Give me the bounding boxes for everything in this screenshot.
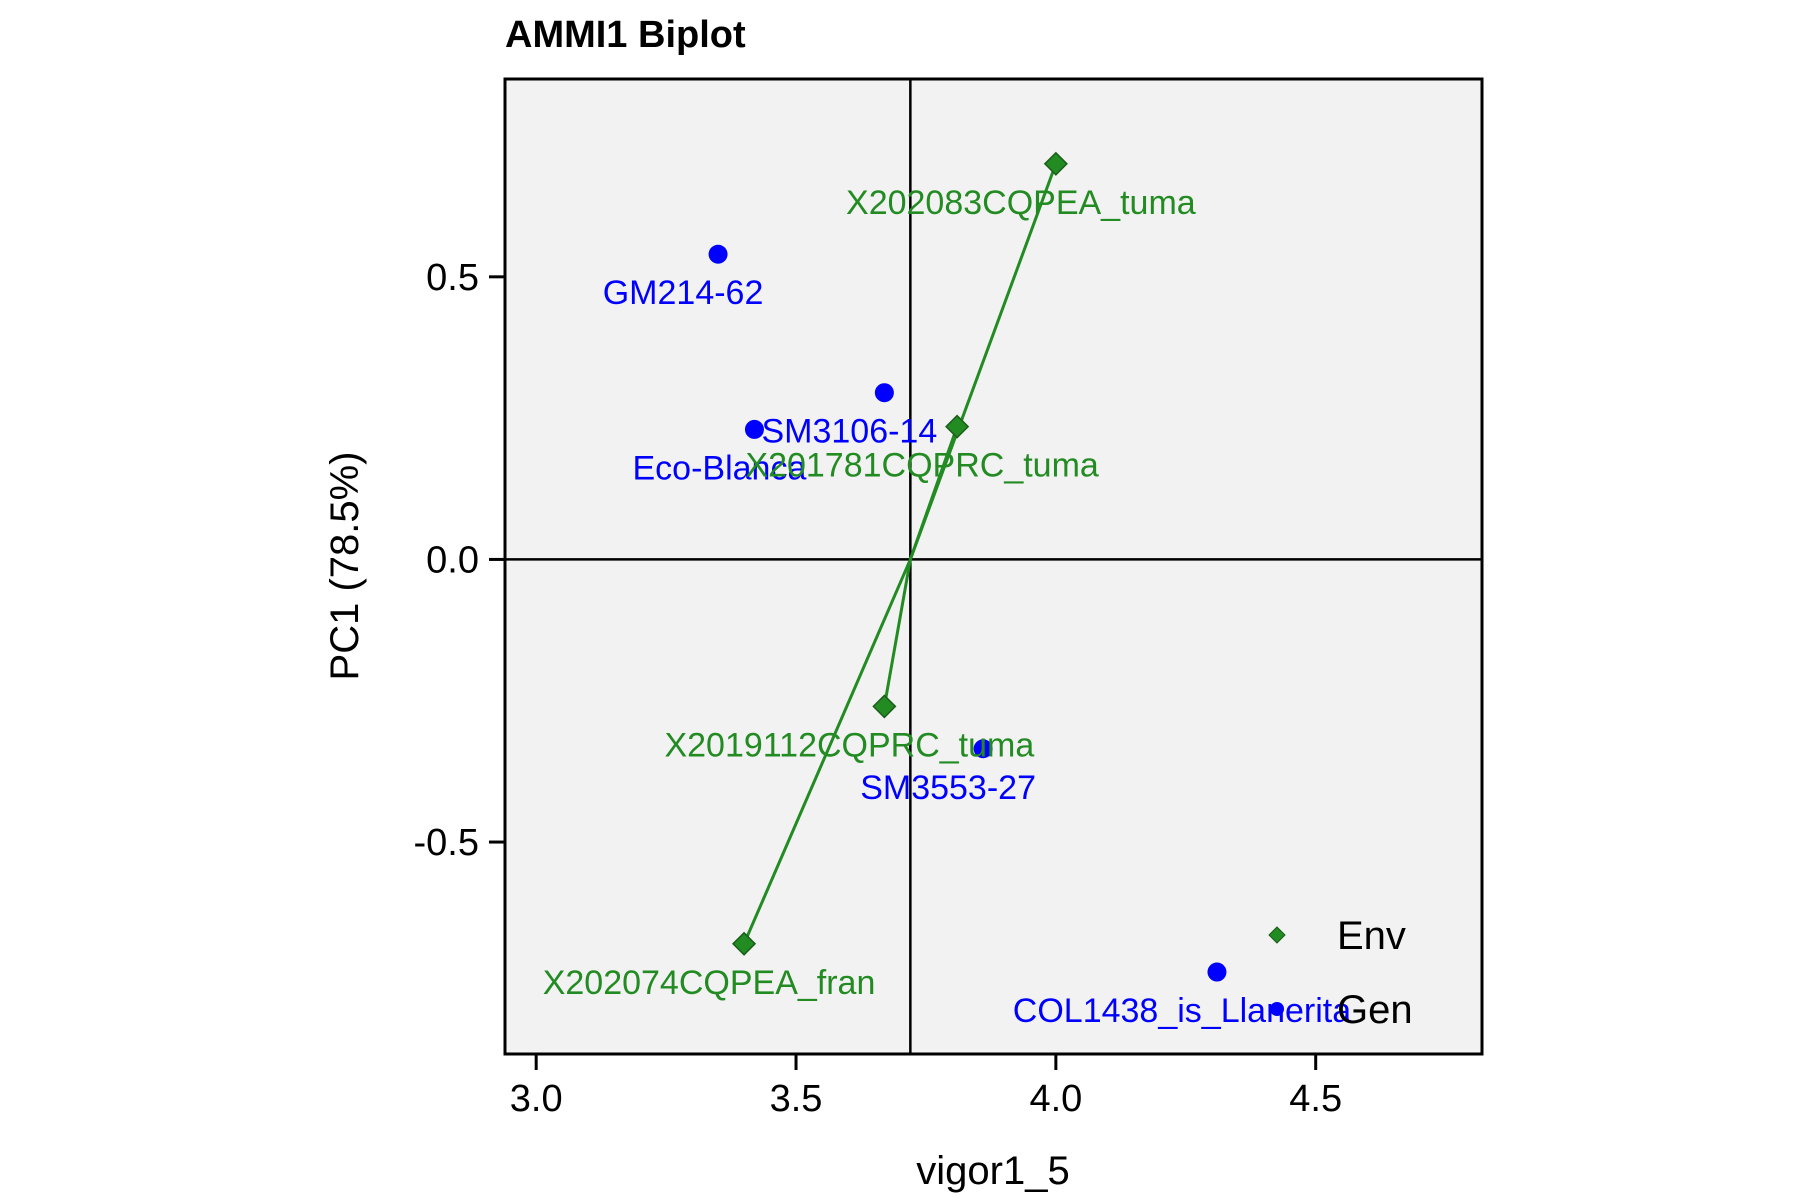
env-label-x202083cqpea-tuma: X202083CQPEA_tuma [846, 184, 1196, 222]
plot-panel [503, 77, 1484, 1056]
env-point-x2019112cqprc-tuma [872, 694, 897, 719]
env-vector-x202074cqpea-fran [742, 558, 912, 945]
x-tick-label: 4.0 [1029, 1078, 1082, 1120]
legend-label-gen: Gen [1337, 988, 1413, 1032]
x-tick-label: 3.0 [510, 1078, 563, 1120]
env-label-x202074cqpea-fran: X202074CQPEA_fran [543, 964, 876, 1002]
x-tick-label: 3.5 [770, 1078, 823, 1120]
legend-env-key [1268, 926, 1286, 944]
y-tick-label: 0.5 [426, 257, 479, 299]
gen-point-sm3106-14 [874, 383, 894, 403]
gen-label-col1438-is-llanerita: COL1438_is_Llanerita [1013, 992, 1351, 1030]
chart-title: AMMI1 Biplot [505, 14, 746, 56]
legend-gen-key [1270, 1002, 1284, 1016]
env-label-x201781cqprc-tuma: X201781CQPRC_tuma [745, 447, 1099, 485]
gen-point-gm214-62 [708, 244, 728, 264]
gen-label-sm3553-27: SM3553-27 [860, 769, 1036, 807]
x-tick-label: 4.5 [1289, 1078, 1342, 1120]
environment-vectors [742, 163, 1058, 945]
data-points [708, 151, 1227, 982]
gen-point-eco-blanca [744, 419, 764, 439]
y-tick-label: -0.5 [414, 822, 479, 864]
gen-label-gm214-62: GM214-62 [603, 274, 764, 312]
x-axis-title: vigor1_5 [916, 1149, 1069, 1193]
env-point-x202083cqpea-tuma [1043, 151, 1068, 176]
legend-label-env: Env [1337, 914, 1406, 958]
env-label-x2019112cqprc-tuma: X2019112CQPRC_tuma [664, 726, 1034, 764]
y-axis-title: PC1 (78.5%) [323, 452, 367, 681]
gen-label-eco-blanca: Eco-Blanca [633, 449, 807, 487]
env-vector-x201781cqprc-tuma [908, 426, 959, 560]
legend: Env Gen [1268, 914, 1413, 1032]
gen-label-sm3106-14: SM3106-14 [761, 413, 937, 451]
env-vector-x2019112cqprc-tuma [882, 559, 912, 707]
gen-point-sm3553-27 [973, 739, 993, 759]
env-point-x202074cqpea-fran [731, 931, 757, 956]
env-point-x201781cqprc-tuma [945, 414, 970, 439]
y-axis: 0.5 0.0 -0.5 [414, 257, 504, 864]
y-tick-label: 0.0 [426, 539, 479, 581]
gen-point-col1438-is-llanerita [1207, 962, 1227, 982]
x-axis: 3.0 3.5 4.0 4.5 [510, 1055, 1342, 1120]
